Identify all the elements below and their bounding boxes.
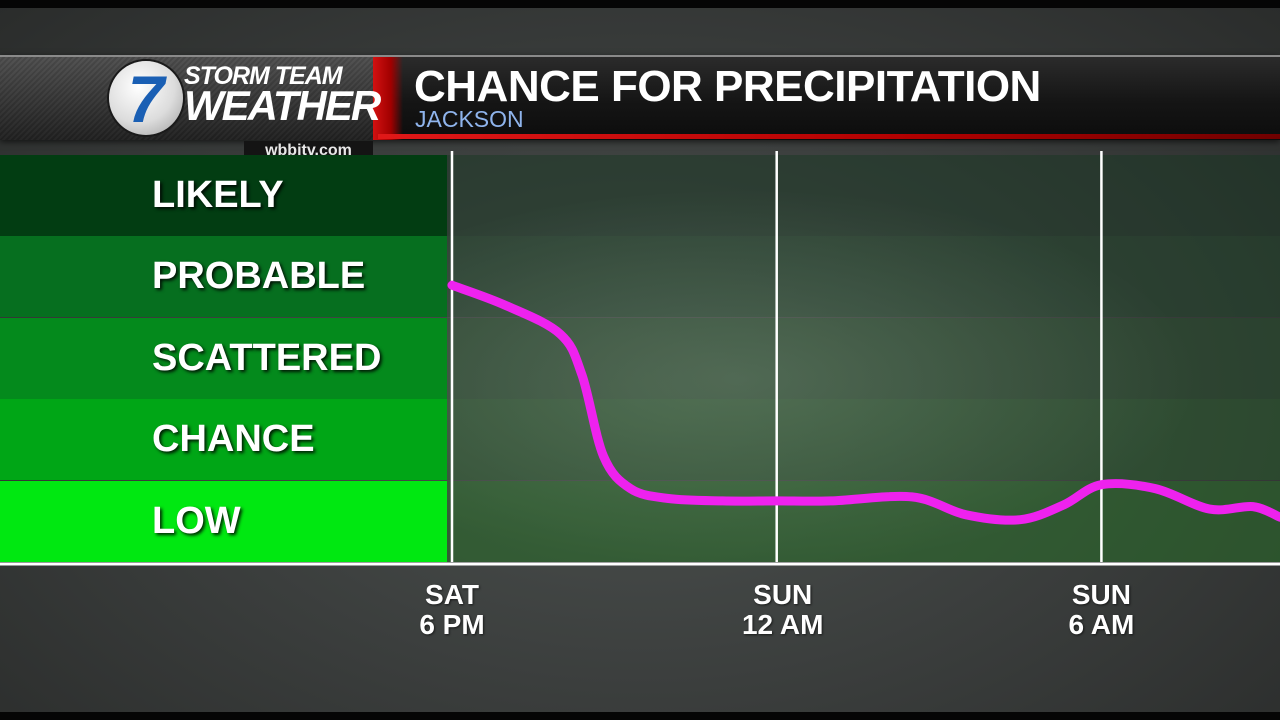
level-band-likely: LIKELY [0,155,1280,236]
bottom-border [0,712,1280,720]
chart-title: CHANCE FOR PRECIPITATION [414,62,1041,111]
x-tick-time: 6 AM [1068,609,1135,640]
level-band-probable: PROBABLE [0,236,1280,318]
channel-logo-circle [109,61,183,135]
header-top-line [0,55,1280,57]
station-url: wbbjtv.com [265,142,352,159]
x-tick-time: 6 PM [419,609,485,640]
level-swatch-likely: LIKELY [0,155,447,236]
level-label-probable: PROBABLE [152,255,366,298]
grid-lines [0,151,1280,566]
level-label-scattered: SCATTERED [152,336,382,379]
x-tick-label-0: SAT 6 PM [372,580,532,640]
precip-curve-0 [447,280,1280,525]
channel-number: 7 [127,62,165,136]
series-layer [447,280,1280,525]
top-border [0,0,1280,8]
header-red-divider [373,57,403,140]
logo-panel-shade [0,57,373,140]
level-label-chance: CHANCE [152,418,315,461]
plot-band-probable [447,236,1280,318]
chart-subtitle: JACKSON [415,106,524,132]
x-tick-label-1: SUN 12 AM [703,580,863,640]
level-swatch-low: LOW [0,480,447,562]
level-band-scattered: SCATTERED [0,317,1280,399]
level-swatch-probable: PROBABLE [0,236,447,318]
x-tick-day: SUN [1071,579,1131,610]
level-swatch-chance: CHANCE [0,399,447,481]
x-tick-day: SAT [425,579,479,610]
x-tick-time: 12 AM [741,609,824,640]
x-tick-day: SUN [753,579,813,610]
plot-band-chance [447,399,1280,481]
logo-panel [0,57,373,140]
level-band-chance: CHANCE [0,399,1280,481]
logo-weather: WEATHER [184,82,381,129]
plot-band-likely [447,155,1280,236]
x-tick-label-2: SUN 6 AM [1021,580,1181,640]
header-red-line [378,134,1280,139]
level-swatch-scattered: SCATTERED [0,317,447,399]
level-label-likely: LIKELY [152,174,284,216]
logo-storm-team: STORM TEAM [184,62,343,90]
level-label-low: LOW [152,499,241,542]
